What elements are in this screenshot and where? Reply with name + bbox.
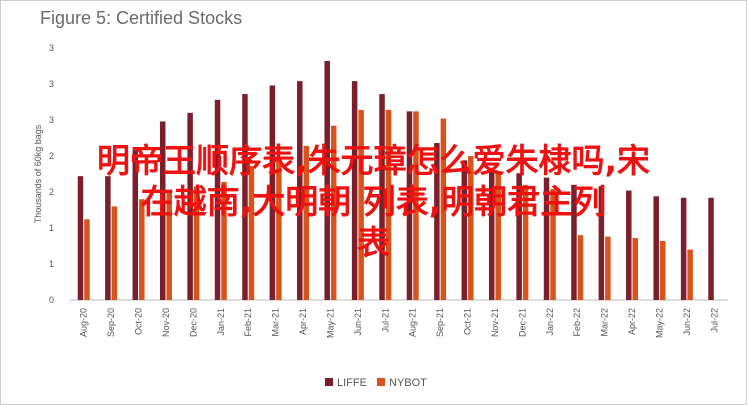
bar-nybot	[687, 249, 693, 300]
overlay-line-2: 在越南,大明朝 列表,明朝君主列	[140, 182, 607, 221]
bar-liffe	[626, 190, 632, 300]
bar-liffe	[77, 176, 84, 300]
x-tick-label: Jan-21	[216, 308, 226, 336]
y-tick-label: 2	[49, 151, 54, 161]
bar-liffe	[434, 143, 440, 300]
x-tick-label: Nov-21	[490, 308, 500, 337]
x-tick-label: Dec-21	[517, 308, 527, 337]
bar-liffe	[187, 112, 193, 300]
overlay-line-3: 表	[357, 223, 390, 262]
x-tick-label: Oct-20	[134, 308, 144, 335]
x-tick-label: Dec-20	[188, 308, 198, 337]
y-tick-label: 1	[49, 259, 54, 269]
bar-liffe	[708, 197, 714, 300]
x-tick-label: Jun-21	[353, 308, 363, 336]
x-tick-label: Aug-20	[79, 308, 89, 337]
bar-nybot	[358, 109, 364, 300]
x-tick-label: Mar-21	[271, 308, 281, 337]
chart-title: Figure 5: Certified Stocks	[40, 8, 243, 28]
bar-nybot	[495, 171, 501, 300]
bar-liffe	[406, 111, 413, 300]
bar-nybot	[84, 219, 90, 300]
bar-nybot	[550, 189, 556, 300]
x-tick-label: Jun-22	[682, 308, 692, 336]
legend-swatch-liffe	[325, 378, 333, 386]
x-tick-label: Aug-21	[408, 308, 418, 337]
y-tick-label: 1	[49, 223, 54, 233]
bar-nybot	[276, 158, 282, 300]
bar-liffe	[653, 196, 659, 300]
bar-liffe	[105, 176, 111, 300]
bar-nybot	[248, 166, 255, 300]
bar-nybot	[166, 192, 172, 300]
y-axis-label: Thousands of 60kg bags	[33, 124, 43, 223]
y-tick-label: 3	[49, 79, 54, 89]
legend-label-nybot: NYBOT	[389, 377, 427, 389]
bar-nybot	[139, 199, 145, 300]
bar-nybot	[111, 206, 118, 300]
bar-liffe	[598, 186, 605, 300]
bar-liffe	[461, 160, 468, 300]
x-tick-label: Oct-21	[463, 308, 473, 335]
x-tick-label: Sep-20	[106, 308, 116, 337]
bar-nybot	[330, 125, 337, 300]
overlay-line-1: 明帝王顺序表,朱元璋怎么爱朱棣吗,宋	[96, 141, 651, 180]
x-tick-label: Jan-22	[545, 308, 555, 336]
bar-liffe	[571, 184, 577, 300]
bar-nybot	[440, 118, 447, 300]
x-tick-label: Feb-22	[572, 308, 582, 337]
y-tick-label: 3	[49, 115, 54, 125]
y-tick-label: 0	[49, 295, 54, 305]
x-tick-label: Jul-22	[709, 308, 719, 333]
bar-liffe	[159, 121, 166, 300]
bar-liffe	[242, 94, 248, 300]
x-tick-label: May-22	[654, 308, 664, 338]
overlay-watermark-text: 明帝王顺序表,朱元璋怎么爱朱棣吗,宋 在越南,大明朝 列表,明朝君主列 表	[0, 140, 747, 263]
bar-liffe	[214, 99, 221, 300]
bar-nybot	[468, 156, 474, 300]
bar-liffe	[297, 81, 303, 301]
legend-swatch-nybot	[377, 378, 385, 386]
bar-nybot	[632, 238, 639, 300]
bar-nybot	[605, 236, 611, 300]
x-tick-label: Jul-21	[380, 308, 390, 333]
bar-liffe	[132, 150, 139, 300]
bar-nybot	[193, 186, 200, 300]
bar-liffe	[351, 81, 358, 301]
y-tick-label: 3	[49, 43, 54, 53]
bar-nybot	[413, 111, 419, 300]
y-tick-label: 2	[49, 187, 54, 197]
bar-nybot	[303, 145, 310, 300]
bar-liffe	[379, 94, 385, 300]
x-tick-label: Nov-20	[161, 308, 171, 337]
x-tick-label: May-21	[325, 308, 335, 338]
bar-liffe	[516, 173, 522, 300]
bar-nybot	[522, 184, 529, 300]
bar-liffe	[680, 197, 687, 300]
bar-nybot	[385, 109, 392, 300]
legend-label-liffe: LIFFE	[337, 377, 367, 389]
bar-nybot	[221, 181, 227, 300]
x-tick-label: Feb-21	[243, 308, 253, 337]
x-tick-label: Apr-22	[627, 308, 637, 335]
bar-nybot	[659, 240, 666, 300]
bar-liffe	[324, 60, 330, 301]
x-tick-label: Sep-21	[435, 308, 445, 337]
bar-liffe	[269, 85, 276, 300]
x-tick-label: Apr-21	[298, 308, 308, 335]
x-tick-label: Mar-22	[600, 308, 610, 337]
bar-nybot	[577, 235, 584, 300]
bar-liffe	[488, 168, 495, 300]
bar-liffe	[543, 177, 550, 300]
